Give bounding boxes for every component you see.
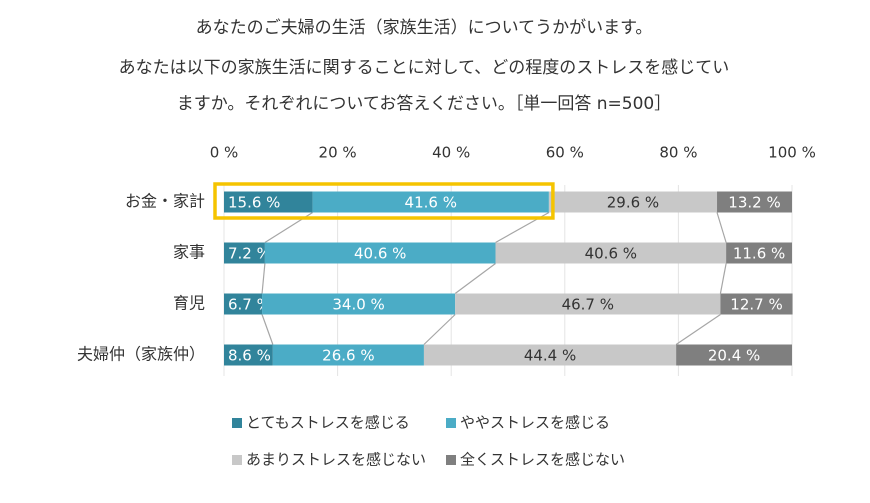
- bar-segment: [272, 344, 424, 366]
- bar-segment: [495, 242, 727, 264]
- value-label: 11.6 %: [733, 245, 785, 263]
- series-line: [423, 314, 456, 345]
- category-label: 家事: [173, 243, 205, 262]
- bar-segment: [717, 191, 792, 213]
- x-tick-label: 80 %: [659, 144, 697, 162]
- legend-swatch: [446, 418, 456, 428]
- value-label: 40.6 %: [354, 245, 406, 263]
- bar-segment: [262, 293, 456, 315]
- value-label: 15.6 %: [228, 194, 280, 212]
- x-tick-label: 60 %: [546, 144, 584, 162]
- legend-label: あまりストレスを感じない: [246, 451, 426, 469]
- value-label: 34.0 %: [332, 296, 384, 314]
- bar-segment: [224, 242, 265, 264]
- bar-segment: [720, 293, 793, 315]
- bar-segment: [423, 344, 677, 366]
- legend-label: ややストレスを感じる: [460, 414, 610, 432]
- x-tick-label: 100 %: [768, 144, 816, 162]
- x-tick-label: 0 %: [210, 144, 239, 162]
- legend-swatch: [446, 455, 456, 465]
- category-label: 夫婦仲（家族仲）: [77, 345, 205, 364]
- chart-title: ますか。それぞれについてお答えください。［単一回答 n=500］: [177, 94, 672, 114]
- value-label: 7.2 %: [228, 245, 271, 263]
- value-label: 41.6 %: [405, 194, 457, 212]
- series-line: [716, 212, 727, 243]
- category-label: お金・家計: [125, 192, 205, 211]
- legend-swatch: [232, 455, 242, 465]
- highlight-box: [213, 182, 555, 220]
- series-line: [454, 263, 496, 294]
- bar-segment: [455, 293, 721, 315]
- value-label: 8.6 %: [228, 347, 271, 365]
- x-tick-label: 20 %: [319, 144, 357, 162]
- value-label: 20.4 %: [708, 347, 760, 365]
- bar-segment: [224, 344, 273, 366]
- bar-segment: [224, 293, 263, 315]
- bar-segment: [726, 242, 792, 264]
- chart-title: あなたのご夫婦の生活（家族生活）についてうかがいます。: [196, 18, 653, 38]
- bar-segment: [264, 242, 496, 264]
- bar-segment: [224, 191, 313, 213]
- series-line: [675, 314, 721, 345]
- x-tick-label: 40 %: [432, 144, 470, 162]
- value-label: 29.6 %: [607, 194, 659, 212]
- value-label: 12.7 %: [730, 296, 782, 314]
- bar-segment: [548, 191, 718, 213]
- bar-segment: [312, 191, 549, 213]
- series-line: [261, 314, 274, 345]
- series-line: [261, 263, 266, 294]
- legend-label: とてもストレスを感じる: [246, 414, 410, 432]
- value-label: 46.7 %: [562, 296, 614, 314]
- value-label: 44.4 %: [524, 347, 576, 365]
- legend-label: 全くストレスを感じない: [460, 451, 625, 469]
- chart-title: あなたは以下の家族生活に関することに対して、どの程度のストレスを感じてい: [119, 58, 730, 78]
- value-label: 40.6 %: [585, 245, 637, 263]
- bar-segment: [676, 344, 792, 366]
- series-line: [719, 263, 727, 294]
- value-label: 13.2 %: [728, 194, 780, 212]
- value-label: 26.6 %: [322, 347, 374, 365]
- category-label: 育児: [173, 294, 205, 313]
- legend-swatch: [232, 418, 242, 428]
- value-label: 6.7 %: [228, 296, 271, 314]
